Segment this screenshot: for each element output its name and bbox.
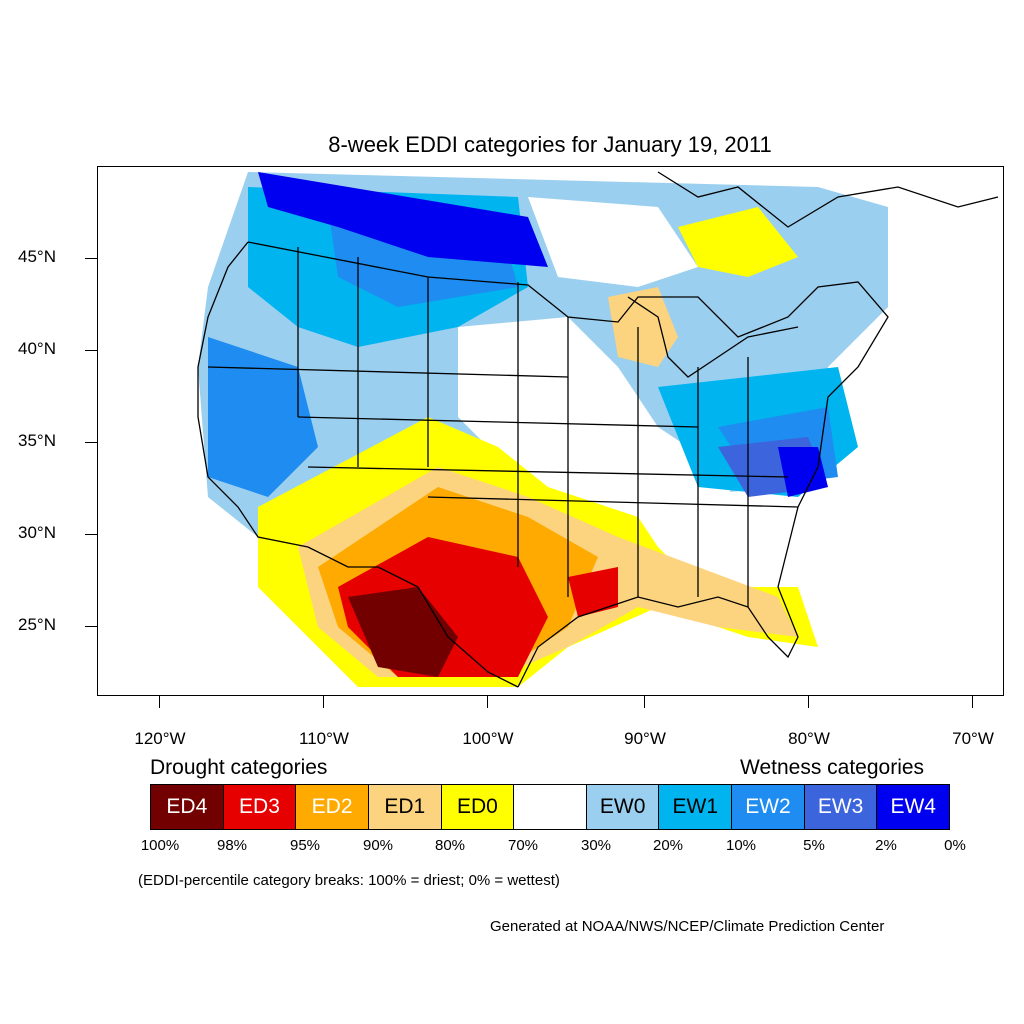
legend-box-ed3: ED3 (223, 785, 297, 829)
ed0-region-lakes (608, 287, 678, 367)
pct-label: 98% (216, 837, 248, 854)
pct-label: 90% (362, 837, 394, 854)
state-line-h3 (307, 466, 789, 478)
lon-tick (323, 696, 324, 708)
lat-tick (85, 534, 97, 535)
state-line-h2 (297, 416, 699, 428)
great-lakes (627, 296, 799, 378)
lon-label-80w: 80°W (788, 729, 830, 748)
pct-label: 5% (803, 837, 825, 854)
category-breaks-note: (EDDI-percentile category breaks: 100% =… (138, 872, 560, 889)
us-outline (197, 241, 889, 688)
lon-label-90w: 90°W (624, 729, 666, 748)
lat-tick (85, 626, 97, 627)
state-line-h1 (207, 366, 569, 378)
legend-box-ed1: ED1 (368, 785, 442, 829)
legend-box-ew0: EW0 (586, 785, 660, 829)
lon-tick (487, 696, 488, 708)
lon-tick (972, 696, 973, 708)
credit-line: Generated at NOAA/NWS/NCEP/Climate Predi… (490, 918, 885, 935)
lat-tick (85, 258, 97, 259)
lat-label-25: 25°N (18, 615, 56, 634)
canada-coast (657, 171, 999, 228)
boundaries (197, 171, 999, 688)
lon-tick (644, 696, 645, 708)
ed3-region-gulf (568, 567, 618, 617)
category-fills (198, 172, 888, 687)
pct-label: 2% (875, 837, 897, 854)
lon-label-100w: 100°W (462, 729, 514, 748)
ew4-region-se (778, 447, 828, 497)
lat-tick (85, 442, 97, 443)
lat-label-35: 35°N (18, 431, 56, 450)
legend-box-normal (514, 785, 587, 829)
pct-label: 100% (140, 837, 180, 854)
lon-tick (159, 696, 160, 708)
pct-label: 70% (507, 837, 539, 854)
legend-box-ed0: ED0 (441, 785, 515, 829)
legend-box-ew4: EW4 (877, 785, 950, 829)
map-frame (97, 166, 1004, 696)
wetness-heading: Wetness categories (740, 756, 925, 779)
lat-tick (85, 350, 97, 351)
pct-label: 20% (652, 837, 684, 854)
lon-tick (808, 696, 809, 708)
pct-label: 10% (725, 837, 757, 854)
white-region-north (528, 197, 698, 287)
pct-label: 30% (580, 837, 612, 854)
pct-label: 80% (434, 837, 466, 854)
lon-label-70w: 70°W (952, 729, 994, 748)
ed4-region (348, 587, 458, 677)
ed0-region-ne (678, 207, 798, 277)
legend-bar: ED4 ED3 ED2 ED1 ED0 EW0 EW1 EW2 EW3 EW4 (150, 784, 950, 830)
ew4-region-north (258, 172, 548, 267)
map-title: 8-week EDDI categories for January 19, 2… (328, 132, 772, 157)
eddi-map (197, 171, 999, 688)
ew2-region-west (208, 337, 318, 497)
lon-label-110w: 110°W (299, 729, 349, 748)
drought-heading: Drought categories (150, 756, 328, 779)
legend-box-ew3: EW3 (804, 785, 878, 829)
white-region-plains (458, 317, 738, 547)
legend-box-ed2: ED2 (296, 785, 369, 829)
pct-label: 95% (289, 837, 321, 854)
lat-label-30: 30°N (18, 523, 56, 542)
lat-label-40: 40°N (18, 339, 56, 358)
pct-label: 0% (944, 837, 966, 854)
legend-box-ew1: EW1 (659, 785, 733, 829)
lon-label-120w: 120°W (134, 729, 186, 748)
lat-label-45: 45°N (18, 247, 56, 266)
state-line-h4 (427, 496, 799, 508)
legend-box-ew2: EW2 (732, 785, 805, 829)
legend-box-ed4: ED4 (151, 785, 224, 829)
